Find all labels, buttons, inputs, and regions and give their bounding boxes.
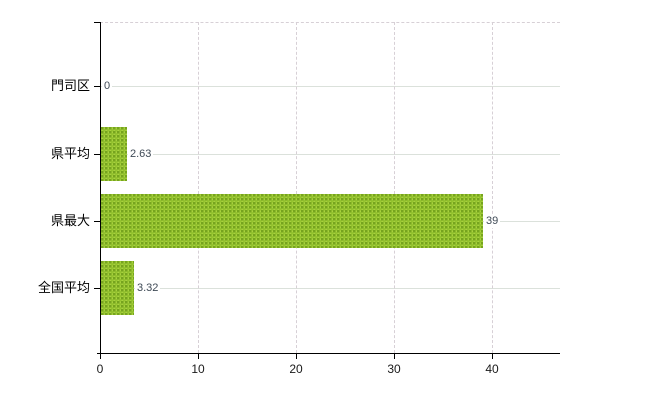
- vertical-gridline: [296, 22, 297, 353]
- bar: [101, 127, 127, 181]
- y-axis-tick: [94, 154, 100, 155]
- y-axis: [100, 22, 101, 354]
- value-label: 2.63: [128, 147, 154, 161]
- vertical-gridline: [198, 22, 199, 353]
- vertical-gridline: [492, 22, 493, 353]
- category-label: 県最大: [50, 213, 90, 228]
- bar: [101, 261, 134, 315]
- x-axis-tick: [198, 354, 199, 359]
- x-axis-tick: [296, 354, 297, 359]
- x-axis-tick-label: 30: [387, 362, 401, 376]
- x-axis-tick-label: 10: [191, 362, 205, 376]
- bar: [101, 194, 483, 248]
- x-axis: [97, 353, 560, 354]
- category-label: 門司区: [50, 78, 90, 93]
- x-axis-tick-label: 0: [96, 362, 104, 376]
- vertical-gridline: [394, 22, 395, 353]
- y-axis-tick: [94, 288, 100, 289]
- value-label: 39: [484, 214, 501, 228]
- plot-top-border: [100, 22, 560, 23]
- x-axis-tick-label: 40: [485, 362, 499, 376]
- category-label: 全国平均: [37, 280, 90, 295]
- value-label: 3.32: [135, 281, 161, 295]
- value-label: 0: [102, 79, 113, 93]
- x-axis-tick: [492, 354, 493, 359]
- row-gridline: [100, 86, 560, 87]
- y-axis-tick: [94, 22, 100, 23]
- x-axis-tick: [394, 354, 395, 359]
- y-axis-tick: [94, 86, 100, 87]
- x-axis-tick-label: 20: [289, 362, 303, 376]
- row-gridline: [100, 154, 560, 155]
- category-label: 県平均: [50, 146, 90, 161]
- y-axis-tick: [94, 221, 100, 222]
- x-axis-tick: [100, 354, 101, 359]
- row-gridline: [100, 288, 560, 289]
